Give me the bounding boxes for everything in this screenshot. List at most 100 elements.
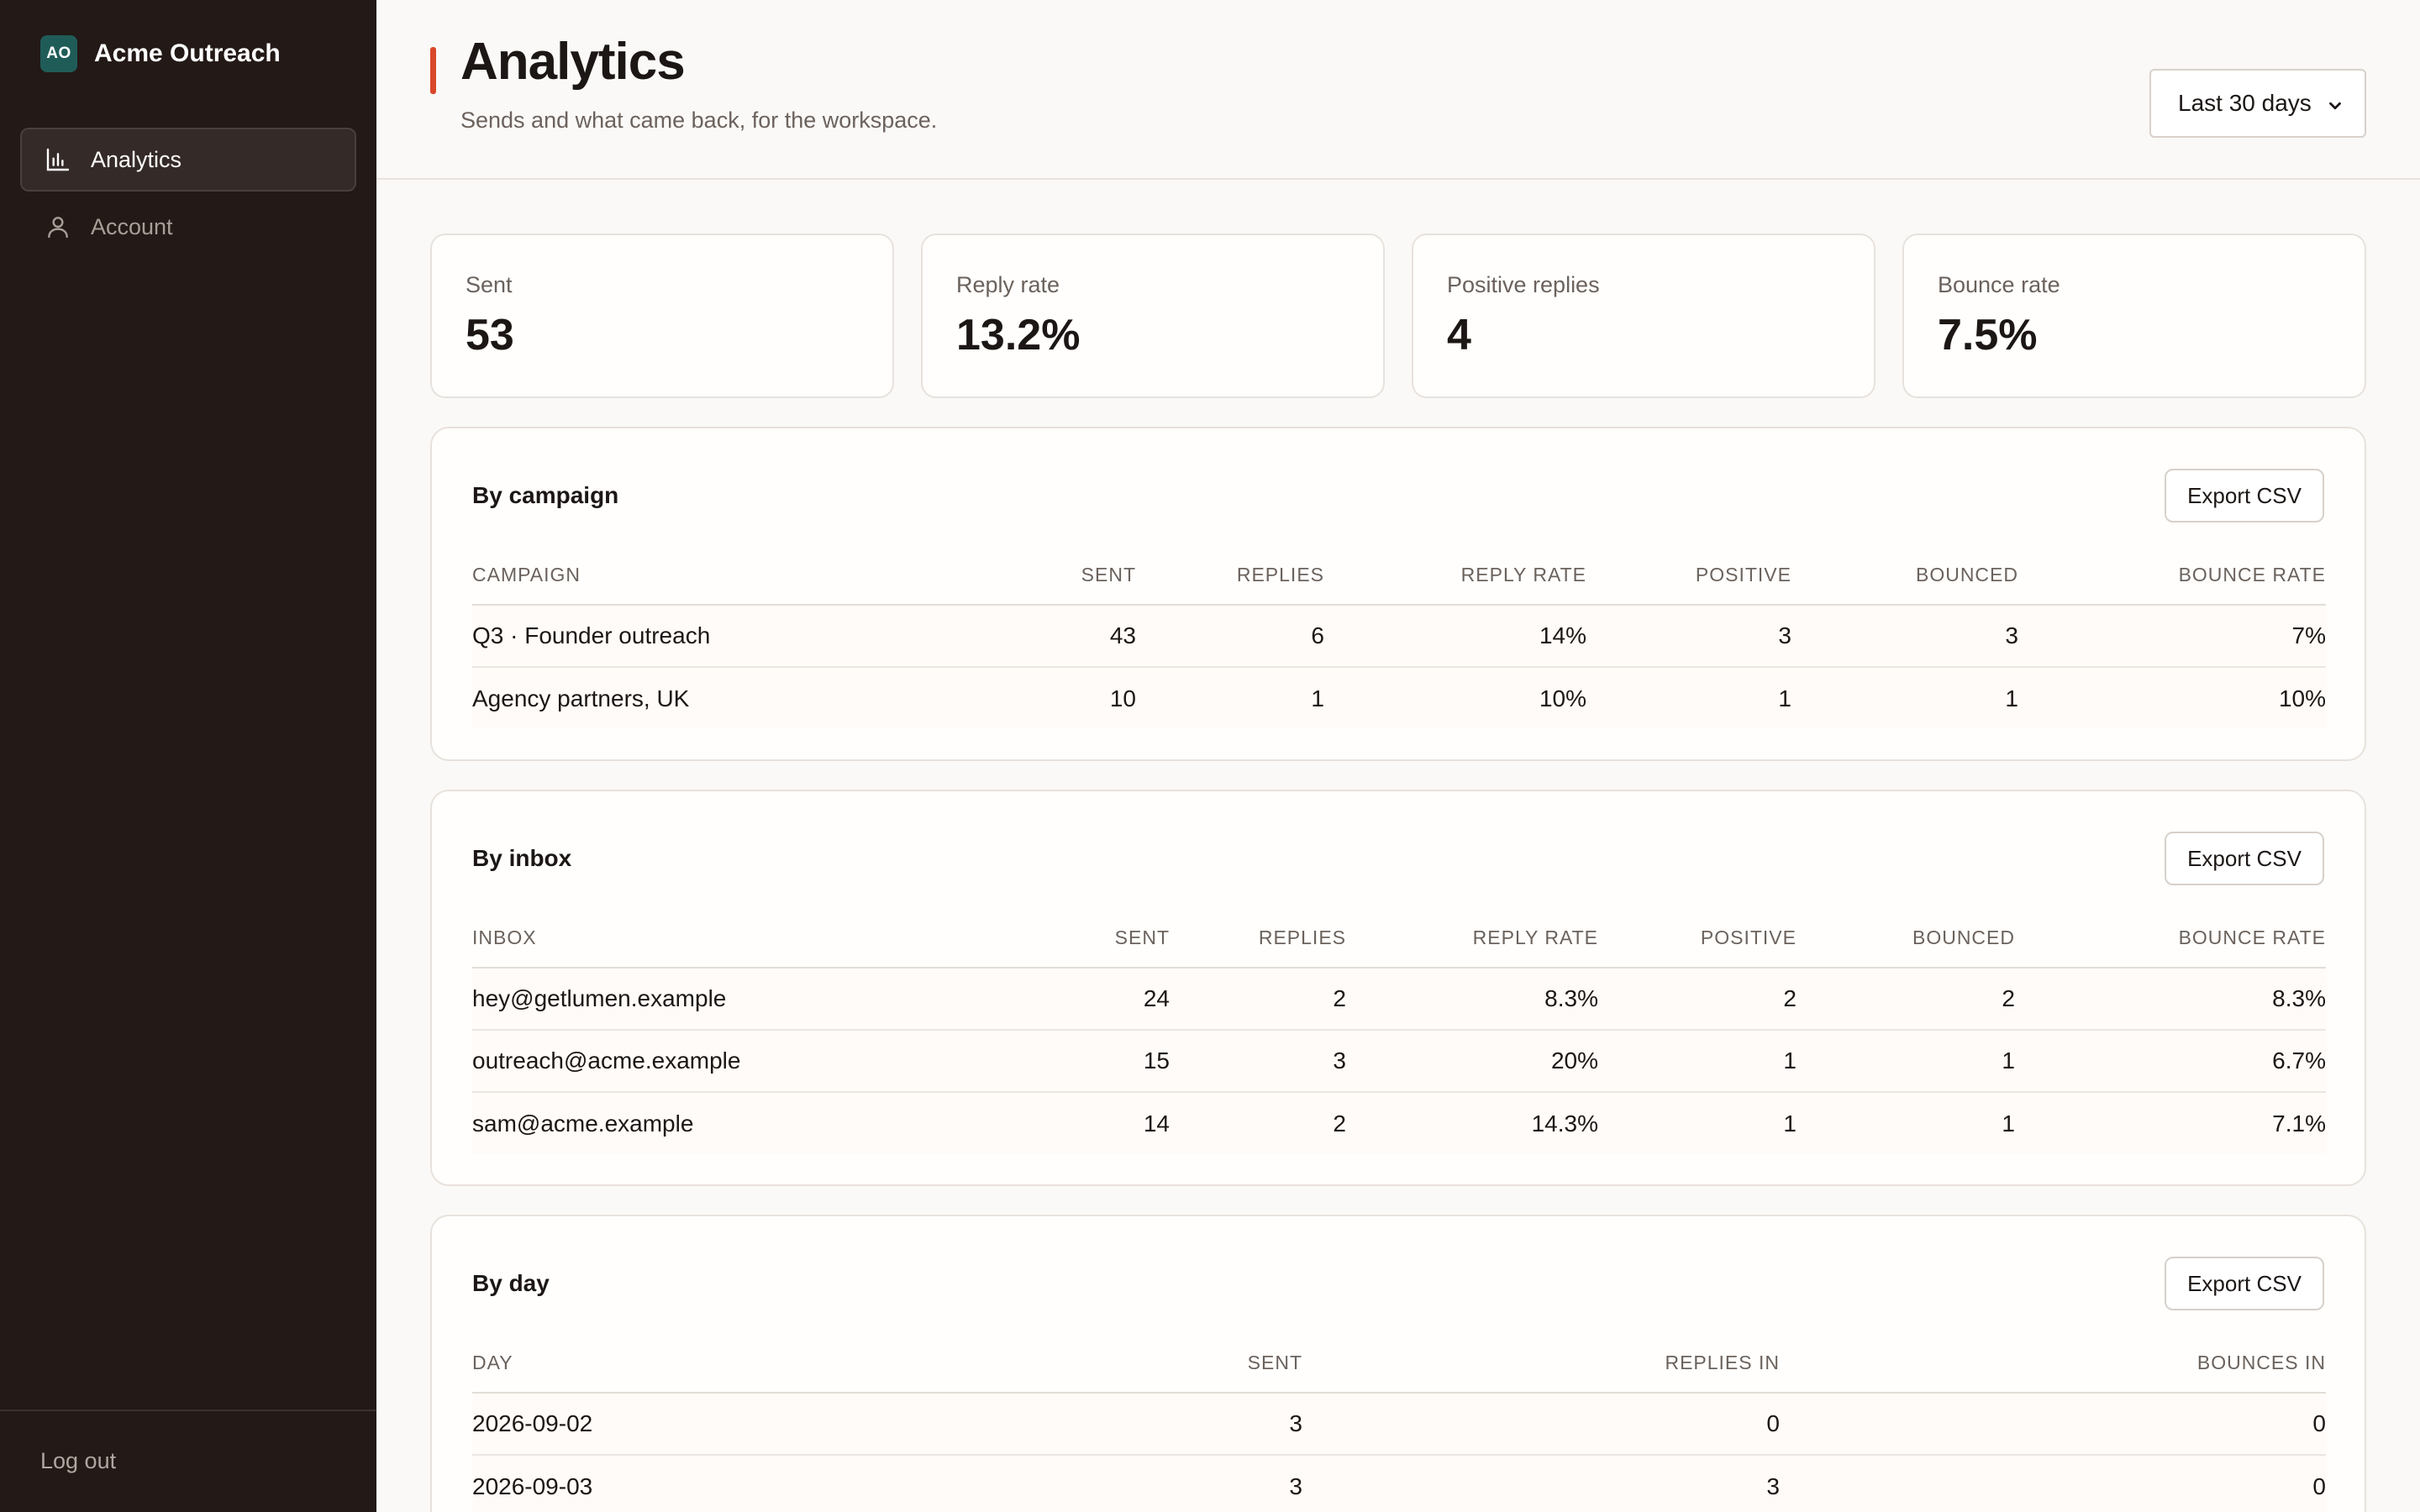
sidebar-item-label: Analytics (91, 146, 182, 172)
table-cell: 14.3% (1531, 1110, 1598, 1137)
by-campaign-card: By campaign Export CSV CAMPAIGN SENT REP… (430, 427, 2366, 761)
logout-link[interactable]: Log out (40, 1448, 117, 1473)
stat-value: 13.2% (956, 311, 1081, 360)
date-range-select[interactable]: Last 30 days (2149, 69, 2366, 138)
export-csv-button[interactable]: Export CSV (2165, 832, 2324, 885)
page-header: Analytics Sends and what came back, for … (376, 0, 2420, 180)
column-header[interactable]: REPLIES (1170, 909, 1346, 969)
page-title: Analytics (460, 33, 686, 91)
table-header-row: DAY SENT REPLIES IN BOUNCES IN (472, 1334, 2326, 1394)
table-cell: 1 (2005, 685, 2018, 711)
column-header[interactable]: REPLY RATE (1346, 909, 1598, 969)
brand-logo: AO (40, 35, 77, 72)
table-cell: 2 (1333, 1110, 1346, 1137)
stat-card-positive-replies: Positive replies 4 (1412, 234, 1876, 398)
table-cell: 8.3% (1346, 968, 1598, 1031)
chevron-down-icon (2326, 94, 2344, 113)
table-cell: 2026-09-02 (472, 1393, 892, 1456)
table-cell: 2026-09-03 (472, 1473, 593, 1499)
column-header[interactable]: BOUNCED (1791, 546, 2018, 606)
brand-name: Acme Outreach (94, 39, 281, 67)
sidebar-footer: Log out (0, 1410, 376, 1512)
table-cell: 1 (2002, 1110, 2015, 1137)
column-header[interactable]: BOUNCE RATE (2015, 909, 2326, 969)
table-cell: 1 (1311, 685, 1324, 711)
table-row[interactable]: Agency partners, UK 10 1 10% 1 1 10% (472, 667, 2326, 729)
table-row[interactable]: hey@getlumen.example 24 2 8.3% 2 2 8.3% (472, 968, 2326, 1031)
export-csv-button[interactable]: Export CSV (2165, 1257, 2324, 1310)
column-header[interactable]: SENT (976, 909, 1170, 969)
table-row[interactable]: 2026-09-02 3 0 0 (472, 1393, 2326, 1456)
table-cell: 14 (1143, 1110, 1170, 1137)
table-cell: 1 (1783, 1110, 1797, 1137)
table-cell: 6.7% (2015, 1030, 2326, 1093)
by-day-card: By day Export CSV DAY SENT REPLIES IN BO… (430, 1215, 2366, 1512)
column-header[interactable]: REPLY RATE (1324, 546, 1586, 606)
by-inbox-card: By inbox Export CSV INBOX SENT REPLIES R… (430, 790, 2366, 1186)
column-header[interactable]: INBOX (472, 909, 976, 969)
table-cell: 15 (976, 1030, 1170, 1093)
column-header[interactable]: CAMPAIGN (472, 546, 976, 606)
sidebar-item-label: Account (91, 213, 173, 239)
table-cell: 2 (1170, 968, 1346, 1031)
stat-label: Reply rate (956, 272, 1060, 297)
stat-label: Bounce rate (1938, 272, 2060, 297)
table-cell: 14% (1324, 605, 1586, 668)
page-subtitle: Sends and what came back, for the worksp… (460, 108, 938, 133)
sidebar-nav: Analytics Account (20, 128, 356, 262)
column-header[interactable]: DAY (472, 1334, 892, 1394)
column-header[interactable]: POSITIVE (1586, 546, 1791, 606)
table-cell: 7% (2018, 605, 2326, 668)
table-cell: 3 (892, 1393, 1302, 1456)
table-cell: 3 (1791, 605, 2018, 668)
stats-row: Sent 53 Reply rate 13.2% Positive replie… (430, 234, 2366, 398)
table-cell: Agency partners, UK (472, 685, 690, 711)
stat-label: Positive replies (1447, 272, 1600, 297)
table-cell: 0 (1780, 1393, 2326, 1456)
sidebar-item-account[interactable]: Account (20, 195, 356, 259)
table-cell: Q3 · Founder outreach (472, 605, 976, 668)
table-cell: 10% (2278, 685, 2326, 711)
column-header[interactable]: REPLIES IN (1302, 1334, 1780, 1394)
table-cell: 0 (2312, 1473, 2326, 1499)
card-title: By campaign (472, 482, 619, 508)
table-row[interactable]: sam@acme.example 14 2 14.3% 1 1 7.1% (472, 1092, 2326, 1154)
column-header[interactable]: SENT (892, 1334, 1302, 1394)
table-header-row: CAMPAIGN SENT REPLIES REPLY RATE POSITIV… (472, 546, 2326, 606)
stat-value: 4 (1447, 311, 1471, 360)
table-cell: 24 (976, 968, 1170, 1031)
brand[interactable]: AO Acme Outreach (40, 35, 281, 72)
table-cell: 6 (1136, 605, 1324, 668)
table-cell: outreach@acme.example (472, 1030, 976, 1093)
table-cell: 10% (1539, 685, 1586, 711)
table-cell: 3 (1766, 1473, 1780, 1499)
table-cell: 2 (1598, 968, 1797, 1031)
campaign-table: CAMPAIGN SENT REPLIES REPLY RATE POSITIV… (472, 546, 2326, 729)
stat-label: Sent (466, 272, 513, 297)
sidebar-item-analytics[interactable]: Analytics (20, 128, 356, 192)
table-cell: 0 (1302, 1393, 1780, 1456)
table-cell: 2 (1797, 968, 2015, 1031)
day-table: DAY SENT REPLIES IN BOUNCES IN 2026-09-0… (472, 1334, 2326, 1512)
table-cell: 1 (1797, 1030, 2015, 1093)
card-title: By day (472, 1270, 550, 1296)
table-cell: hey@getlumen.example (472, 968, 976, 1031)
table-cell: 20% (1346, 1030, 1598, 1093)
column-header[interactable]: BOUNCED (1797, 909, 2015, 969)
table-row[interactable]: Q3 · Founder outreach 43 6 14% 3 3 7% (472, 605, 2326, 668)
table-row[interactable]: 2026-09-03 3 3 0 (472, 1455, 2326, 1512)
export-csv-button[interactable]: Export CSV (2165, 469, 2324, 522)
stat-card-reply-rate: Reply rate 13.2% (921, 234, 1385, 398)
column-header[interactable]: BOUNCE RATE (2018, 546, 2326, 606)
user-icon (44, 213, 72, 241)
column-header[interactable]: SENT (976, 546, 1136, 606)
column-header[interactable]: BOUNCES IN (1780, 1334, 2326, 1394)
table-cell: 1 (1778, 685, 1791, 711)
column-header[interactable]: POSITIVE (1598, 909, 1797, 969)
stat-value: 7.5% (1938, 311, 2038, 360)
title-accent-bar (430, 47, 436, 94)
column-header[interactable]: REPLIES (1136, 546, 1324, 606)
table-cell: 8.3% (2015, 968, 2326, 1031)
table-row[interactable]: outreach@acme.example 15 3 20% 1 1 6.7% (472, 1030, 2326, 1093)
table-cell: 3 (1170, 1030, 1346, 1093)
